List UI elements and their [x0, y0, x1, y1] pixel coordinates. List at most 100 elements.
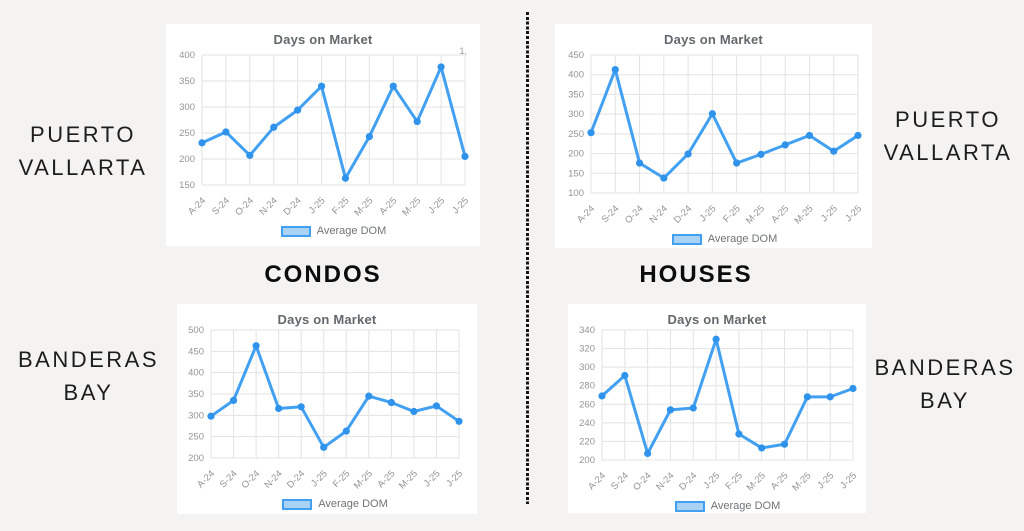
data-point: [805, 131, 814, 140]
data-point: [432, 402, 441, 410]
x-tick-label: F-25: [723, 470, 745, 492]
y-tick-label: 400: [179, 50, 195, 61]
x-tick-label: D-24: [285, 468, 307, 490]
data-point: [365, 392, 373, 400]
data-point: [849, 384, 857, 393]
legend-swatch: [674, 500, 705, 512]
label-line: BAY: [920, 388, 970, 413]
y-tick-label: 200: [568, 149, 584, 160]
legend-swatch: [671, 233, 702, 245]
data-point: [854, 131, 862, 140]
label-banderas-bay-left: BANDERAS BAY: [0, 343, 177, 409]
x-tick-label: J-25: [309, 468, 330, 489]
plot-border: [201, 54, 466, 186]
y-tick-label: 220: [579, 436, 595, 447]
data-point: [708, 110, 716, 118]
data-point: [587, 129, 595, 137]
x-tick-label: J-25: [426, 195, 447, 216]
x-tick-label: M-25: [352, 195, 375, 218]
data-point: [413, 117, 421, 126]
x-tick-label: J-25: [815, 470, 836, 491]
x-tick-label: A-25: [377, 195, 399, 217]
data-point: [294, 106, 302, 114]
chart-card-banderas-bay-houses: Days on Market 200 220 240 260 280 300 320 340 A…: [568, 304, 866, 513]
x-tick-label: N-24: [648, 203, 670, 225]
y-tick-label: 200: [179, 154, 195, 165]
x-tick-label: A-24: [586, 470, 608, 492]
label-line: VALLARTA: [18, 155, 148, 180]
x-tick-label: J-25: [819, 203, 840, 224]
y-tick-label: 350: [188, 389, 204, 400]
x-tick-label: O-24: [239, 468, 262, 491]
y-tick-label: 450: [568, 50, 584, 61]
chart-card-puerto-vallarta-houses: Days on Market 100 150 200 250 300 350 400 450 A…: [555, 24, 872, 248]
data-point: [758, 444, 766, 452]
x-tick-label: M-25: [744, 203, 767, 226]
x-tick-label: F-25: [330, 195, 352, 217]
chart-legend: Average DOM: [591, 233, 858, 245]
legend-label: Average DOM: [316, 225, 387, 237]
y-tick-label: 350: [179, 76, 195, 87]
divider-dotted-line: [526, 12, 529, 504]
data-point: [781, 141, 789, 149]
data-point: [341, 174, 350, 182]
line-chart-canvas: 100 150 200 250 300 350 400 450 A-24 S-24 O-24 N-24…: [568, 50, 864, 226]
label-puerto-vallarta-right: PUERTO VALLARTA: [872, 103, 1024, 169]
chart-title: Days on Market: [273, 32, 373, 47]
y-tick-label: 240: [579, 418, 595, 429]
x-tick-label: A-24: [195, 468, 217, 490]
y-tick-label: 250: [179, 128, 195, 139]
data-point: [461, 152, 469, 160]
data-point: [387, 398, 395, 407]
data-point: [270, 123, 278, 131]
data-point: [830, 147, 838, 155]
y-tick-label: 450: [188, 346, 204, 357]
x-tick-label: J-25: [444, 468, 465, 489]
data-point: [437, 63, 445, 71]
data-line: [209, 344, 461, 449]
y-tick-label: 300: [568, 109, 584, 120]
data-point: [275, 404, 283, 413]
x-tick-label: J-25: [422, 468, 443, 489]
data-point: [660, 174, 668, 182]
data-point: [320, 443, 328, 451]
data-line: [200, 65, 467, 180]
label-houses: HOUSES: [639, 261, 753, 288]
y-tick-label: 260: [579, 399, 595, 410]
x-tick-label: M-25: [352, 468, 375, 491]
line-chart-canvas: 200 250 300 350 400 450 500 A-24 S-24 O-24 N-24 D-2…: [188, 325, 465, 491]
y-tick-label: 100: [568, 188, 584, 199]
x-tick-label: J-25: [843, 203, 864, 224]
x-tick-label: N-24: [654, 470, 676, 492]
data-point: [297, 403, 305, 411]
data-point: [389, 82, 397, 90]
x-tick-label: S-24: [210, 195, 232, 217]
data-point: [198, 139, 206, 147]
x-tick-label: M-25: [397, 468, 420, 491]
x-tick-label: J-25: [701, 470, 722, 491]
x-tick-label: S-24: [609, 470, 631, 492]
clipped-axis-label: 1,: [459, 46, 467, 56]
legend-label: Average DOM: [318, 498, 388, 510]
y-tick-label: 280: [579, 381, 595, 392]
x-tick-label: J-25: [307, 195, 328, 216]
y-tick-label: 400: [568, 70, 584, 81]
data-point: [229, 396, 238, 404]
data-point: [207, 412, 215, 420]
data-line: [600, 337, 855, 455]
label-puerto-vallarta-left: PUERTO VALLARTA: [0, 118, 166, 184]
chart-legend: Average DOM: [202, 225, 465, 237]
x-tick-label: S-24: [218, 468, 240, 490]
data-point: [252, 342, 260, 350]
label-line: BANDERAS: [874, 355, 1016, 380]
x-tick-label: D-24: [677, 470, 699, 492]
y-tick-label: 300: [188, 410, 204, 421]
x-tick-label: O-24: [233, 195, 256, 218]
legend-label: Average DOM: [710, 500, 781, 512]
x-tick-label: O-24: [631, 470, 654, 493]
plot-border: [601, 329, 854, 461]
data-point: [611, 65, 619, 74]
x-tick-label: A-24: [186, 195, 208, 217]
data-point: [342, 427, 350, 435]
